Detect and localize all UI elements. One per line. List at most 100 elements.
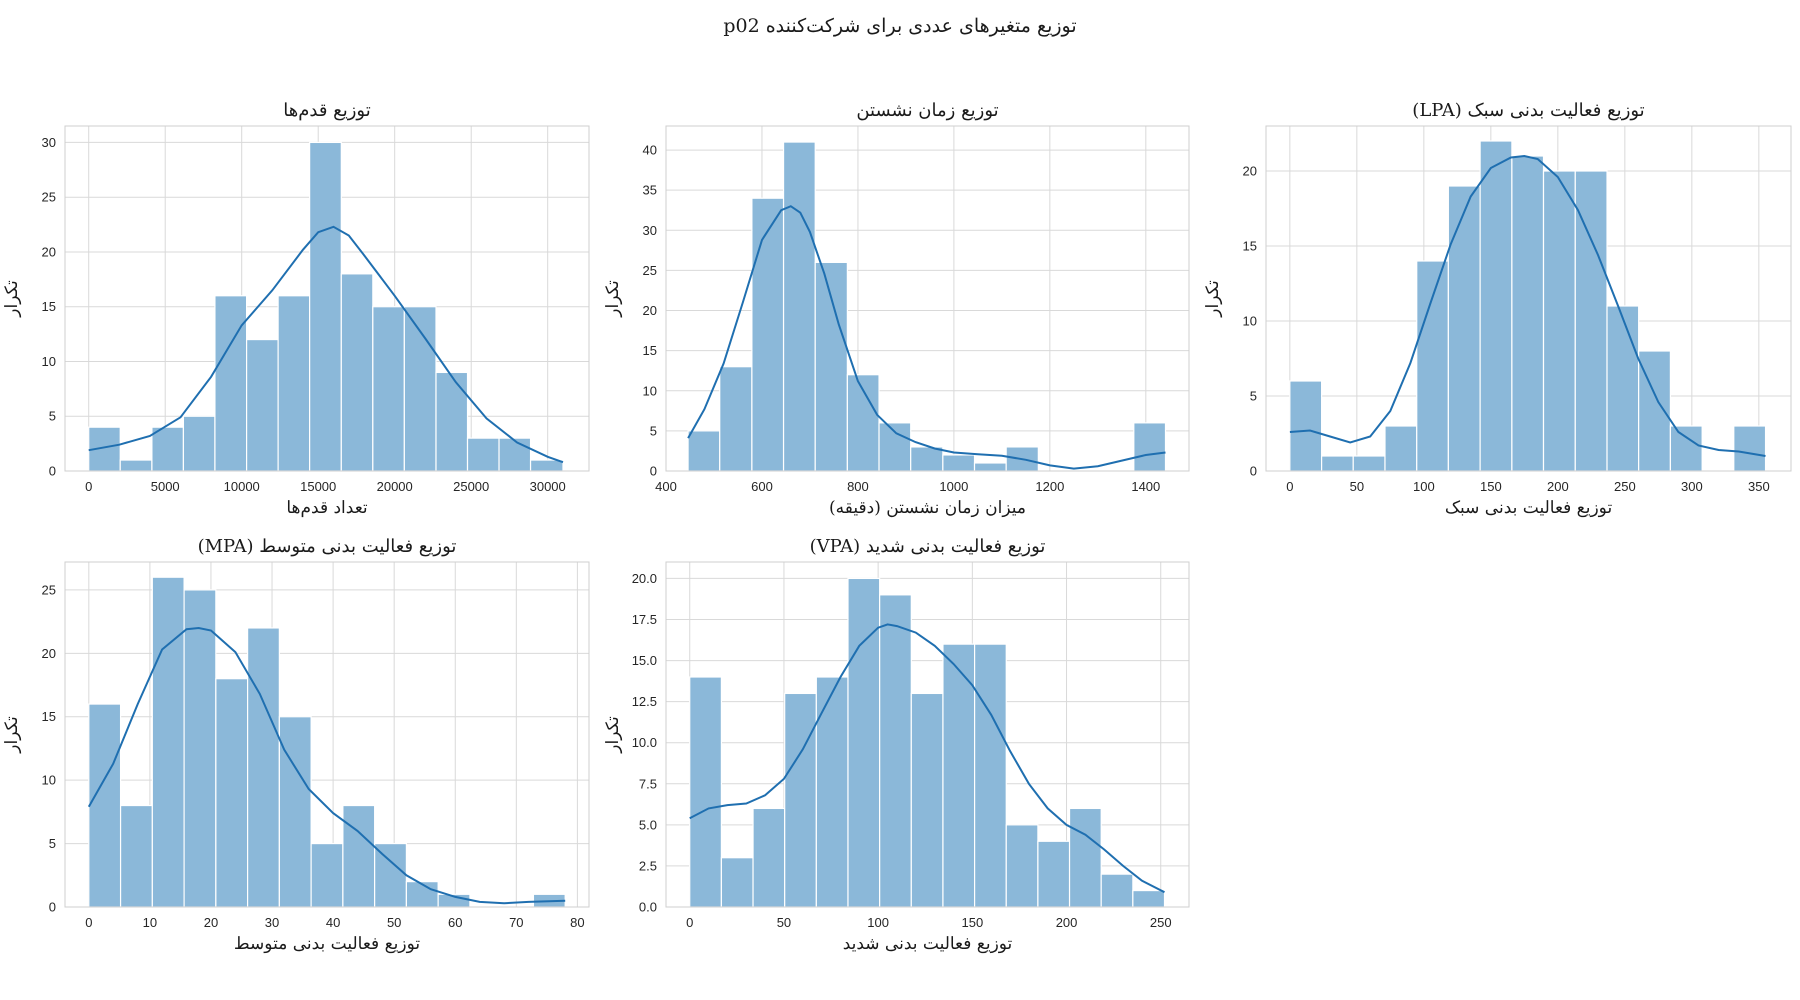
histogram-bars xyxy=(689,577,1166,908)
y-tick-label: 12.5 xyxy=(632,694,657,709)
y-axis-label: تکرار xyxy=(2,280,22,318)
y-tick-label: 5 xyxy=(49,836,56,851)
plot-frame xyxy=(64,125,590,472)
x-tick-label: 30 xyxy=(265,915,279,930)
x-tick-label: 50 xyxy=(1350,479,1364,494)
histogram-bar xyxy=(1416,260,1449,472)
histogram-bar xyxy=(278,716,312,908)
x-axis-label: میزان زمان نشستن (دقیقه) xyxy=(829,498,1026,518)
histogram-bar xyxy=(214,295,248,472)
histogram-bar xyxy=(119,804,153,908)
y-tick-label: 15 xyxy=(42,709,56,724)
x-tick-label: 1400 xyxy=(1131,479,1160,494)
histogram-bar xyxy=(1511,155,1545,472)
y-axis-label: تکرار xyxy=(1203,280,1223,318)
y-axis-label: تکرار xyxy=(2,716,22,754)
y-tick-label: 5 xyxy=(49,409,56,424)
histogram-bar xyxy=(1447,185,1481,472)
x-tick-label: 250 xyxy=(1614,479,1636,494)
histogram-bar xyxy=(1005,824,1039,908)
histogram-bar xyxy=(1133,422,1167,472)
x-tick-label: 200 xyxy=(1547,479,1569,494)
kde-line xyxy=(689,623,1165,894)
histogram-bar xyxy=(215,678,249,908)
histogram-bar xyxy=(340,273,374,472)
y-tick-label: 20.0 xyxy=(632,571,657,586)
x-tick-label: 400 xyxy=(655,479,677,494)
x-tick-label: 60 xyxy=(448,915,462,930)
histogram-bar xyxy=(1289,380,1323,472)
y-tick-label: 10.0 xyxy=(632,735,657,750)
histogram-bar xyxy=(151,576,185,908)
x-tick-label: 1000 xyxy=(939,479,968,494)
histogram-bar xyxy=(1321,455,1354,472)
x-tick-label: 100 xyxy=(1413,479,1435,494)
x-tick-label: 20000 xyxy=(377,479,413,494)
chart-lpa: 0 50 100 150 200 250 300 350 0 5 10 15 20 توزیع فعالی… xyxy=(1203,100,1792,518)
histogram-bar xyxy=(119,459,153,472)
y-tick-label: 25 xyxy=(42,582,56,597)
histogram-bar xyxy=(529,459,564,472)
y-tick-label: 10 xyxy=(643,383,657,398)
y-tick-label: 20 xyxy=(42,646,56,661)
y-tick-label: 20 xyxy=(1243,164,1257,179)
y-tick-label: 30 xyxy=(42,135,56,150)
histogram-bar xyxy=(435,371,469,472)
histogram-bar xyxy=(719,366,753,472)
x-tick-label: 0 xyxy=(85,915,92,930)
x-axis-label: توزیع فعالیت بدنی شدید xyxy=(843,934,1013,954)
histogram-bar xyxy=(1606,305,1640,472)
x-tick-label: 10 xyxy=(143,915,157,930)
y-tick-label: 0 xyxy=(650,464,657,479)
histogram-bars xyxy=(1289,140,1767,472)
x-tick-label: 100 xyxy=(867,915,889,930)
histogram-bar xyxy=(246,338,279,472)
y-tick-label: 40 xyxy=(643,143,657,158)
y-tick-label: 25 xyxy=(42,190,56,205)
histogram-bar xyxy=(751,197,785,472)
histogram-bar xyxy=(1479,140,1513,472)
chart-title: توزیع فعالیت بدنی متوسط (MPA) xyxy=(198,536,457,557)
histogram-bar xyxy=(88,703,122,908)
histogram-bar xyxy=(1352,455,1386,472)
histogram-bar xyxy=(784,692,817,908)
y-tick-label: 0 xyxy=(49,464,56,479)
histogram-bar xyxy=(247,627,280,908)
histogram-bars xyxy=(88,576,566,908)
histogram-bar xyxy=(309,141,342,472)
chart-sitting: 400 600 800 1000 1200 1400 0 5 10 15 20 25 30 35 40 توز… xyxy=(603,100,1190,518)
histogram-bar xyxy=(498,437,532,472)
x-tick-label: 50 xyxy=(777,915,791,930)
histogram-bar xyxy=(151,426,185,472)
y-tick-label: 2.5 xyxy=(639,858,657,873)
y-tick-label: 10 xyxy=(1243,314,1257,329)
y-tick-label: 35 xyxy=(643,183,657,198)
histogram-bar xyxy=(1132,889,1166,908)
kde-line xyxy=(88,225,564,464)
histogram-bar xyxy=(1542,170,1576,472)
histogram-bar xyxy=(1384,425,1418,472)
plot-frame xyxy=(665,561,1190,908)
histogram-bar xyxy=(687,430,721,472)
histogram-bar xyxy=(910,692,944,908)
y-tick-label: 20 xyxy=(643,303,657,318)
x-tick-label: 20 xyxy=(204,915,218,930)
histogram-bar xyxy=(182,415,216,472)
histogram-bar xyxy=(720,857,754,908)
y-tick-label: 15 xyxy=(42,299,56,314)
x-tick-label: 1200 xyxy=(1035,479,1064,494)
y-tick-label: 7.5 xyxy=(639,776,657,791)
y-tick-label: 5 xyxy=(1250,389,1257,404)
plot-frame xyxy=(1265,125,1792,472)
y-tick-label: 5 xyxy=(650,423,657,438)
x-tick-label: 200 xyxy=(1056,915,1078,930)
x-tick-label: 10000 xyxy=(224,479,260,494)
x-tick-label: 80 xyxy=(570,915,584,930)
y-tick-label: 0 xyxy=(1250,464,1257,479)
figure-title: توزیع متغیرهای عددی برای شرکت‌کننده p02 xyxy=(723,15,1076,37)
histogram-bar xyxy=(752,807,786,908)
y-tick-label: 15.0 xyxy=(632,653,657,668)
x-tick-label: 5000 xyxy=(151,479,180,494)
x-tick-label: 50 xyxy=(387,915,401,930)
histogram-bar xyxy=(372,306,405,472)
